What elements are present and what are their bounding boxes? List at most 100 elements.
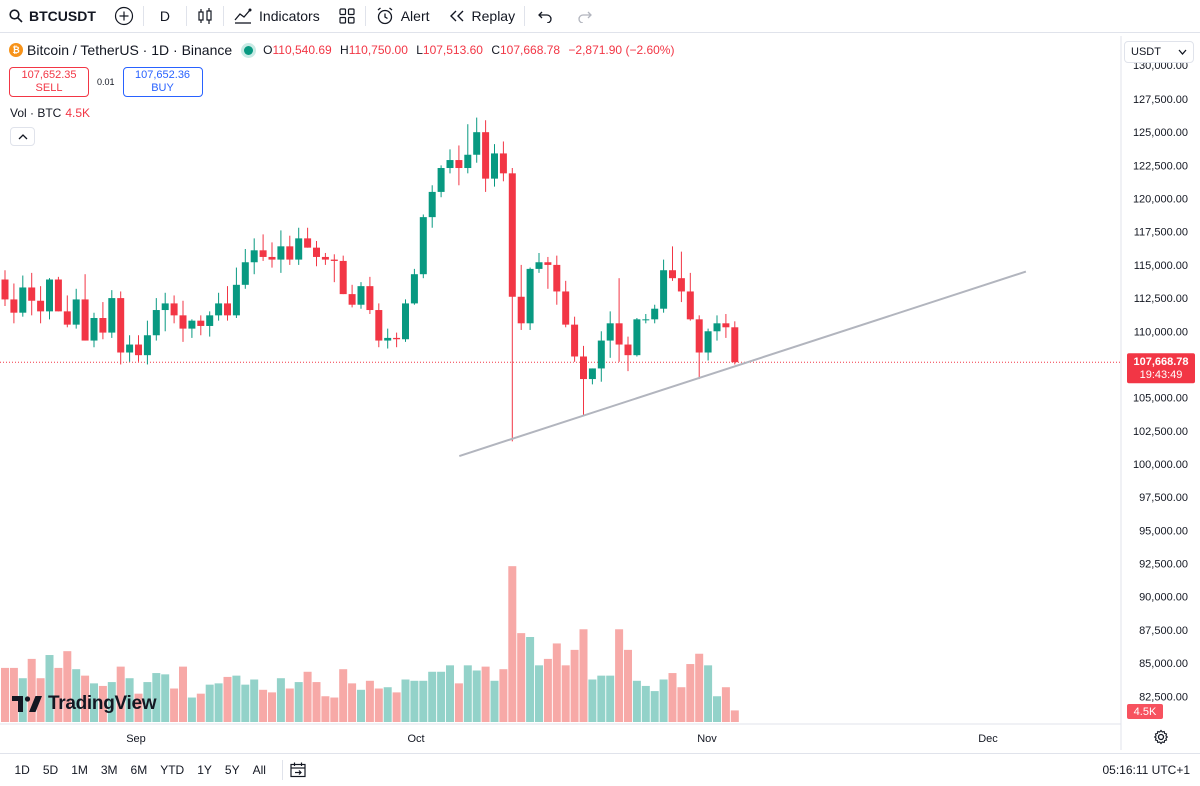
candle-body	[339, 260, 347, 295]
chart-settings-button[interactable]	[1153, 729, 1169, 750]
volume-bar	[321, 696, 330, 722]
range-5d[interactable]: 5D	[42, 763, 59, 777]
tradingview-logo[interactable]: TradingView	[12, 693, 157, 715]
buy-label: BUY	[151, 82, 174, 94]
volume-bar	[615, 629, 624, 722]
volume-bar	[686, 664, 695, 722]
close-key: C	[491, 43, 500, 57]
candle-body	[170, 303, 178, 316]
candle-body	[508, 173, 516, 297]
volume-bar	[205, 684, 214, 722]
volume-bar	[392, 692, 401, 722]
volume-bar	[659, 679, 668, 722]
candle-body	[304, 238, 312, 248]
volume-bar	[312, 682, 321, 722]
candle-body	[206, 315, 214, 326]
candle-body	[384, 337, 392, 341]
range-selector: 1D 5D 1M 3M 6M YTD 1Y 5Y All	[0, 763, 272, 777]
market-open-icon	[244, 45, 254, 55]
range-1d[interactable]: 1D	[14, 763, 30, 777]
volume-legend: Vol · BTC 4.5K	[10, 106, 90, 120]
candle-body	[152, 310, 160, 336]
price-chart[interactable]: 127,500.00 125,000.00 122,500.00 120,000.00…	[0, 36, 1200, 750]
volume-bar	[90, 683, 98, 722]
bitcoin-logo-icon: ₿	[9, 43, 23, 57]
range-all[interactable]: All	[252, 763, 266, 777]
range-5y[interactable]: 5Y	[224, 763, 240, 777]
chart-type-button[interactable]	[187, 0, 223, 33]
volume-bar	[330, 697, 339, 722]
legend-title[interactable]: Bitcoin / TetherUS · 1D · Binance	[27, 42, 233, 58]
candle-body	[348, 294, 356, 305]
volume-bar	[454, 683, 463, 722]
collapse-legend-button[interactable]	[10, 127, 35, 146]
volume-bar	[268, 692, 276, 722]
candle-body	[277, 246, 285, 260]
sell-price: 107,652.35	[21, 69, 77, 81]
candle-body	[143, 335, 151, 356]
volume-bar	[81, 675, 90, 722]
candle-body	[268, 256, 276, 260]
clock-timezone[interactable]: 05:16:11 UTC+1	[1102, 763, 1191, 777]
volume-bar	[348, 683, 357, 722]
candle-body	[606, 323, 614, 341]
open-value: 110,540.69	[272, 43, 332, 57]
candle-body	[37, 300, 45, 312]
interval-button[interactable]: D	[144, 0, 186, 33]
calendar-icon	[290, 762, 307, 778]
low-key: L	[416, 43, 423, 57]
candle-body	[393, 337, 401, 340]
layouts-button[interactable]	[329, 0, 365, 33]
range-6m[interactable]: 6M	[130, 763, 148, 777]
candle-body	[295, 238, 303, 260]
volume-bar	[650, 691, 659, 722]
volume-bar	[98, 685, 107, 722]
candle-body	[410, 274, 418, 304]
candle-body	[455, 160, 463, 169]
trade-panel: 107,652.35 SELL 0.01 107,652.36 BUY	[9, 67, 203, 97]
candle-body	[10, 299, 18, 313]
candle-body	[46, 279, 53, 312]
replay-button[interactable]: Replay	[439, 0, 525, 33]
y-tick-label: 100,000.00	[1133, 459, 1188, 471]
y-tick-label: 92,500.00	[1139, 559, 1188, 571]
range-3m[interactable]: 3M	[100, 763, 118, 777]
volume-bar	[410, 680, 419, 722]
volume-bar	[632, 680, 641, 722]
undo-icon	[538, 11, 552, 23]
currency-label: USDT	[1131, 46, 1161, 58]
last-volume-badge	[1127, 704, 1163, 719]
volume-label: Vol · BTC	[10, 106, 62, 120]
candle-body	[232, 284, 240, 316]
alert-button[interactable]: Alert	[366, 0, 439, 33]
low-value: 107,513.60	[422, 43, 483, 57]
volume-bar	[606, 675, 615, 722]
candle-body	[669, 270, 676, 279]
volume-bar	[499, 669, 508, 722]
symbol-search[interactable]: BTCUSDT	[0, 0, 105, 33]
ohlc-values: O110,540.69 H110,750.00 L107,513.60 C107…	[263, 43, 679, 57]
candle-body	[54, 279, 62, 312]
candle-body	[259, 250, 267, 257]
indicators-button[interactable]: Indicators	[224, 0, 329, 33]
volume-bar	[294, 682, 303, 722]
compare-symbol-button[interactable]	[105, 0, 143, 33]
buy-button[interactable]: 107,652.36 BUY	[122, 67, 203, 97]
volume-bar	[357, 689, 365, 722]
redo-button[interactable]	[565, 0, 605, 33]
range-1m[interactable]: 1M	[71, 763, 88, 777]
candle-body	[215, 303, 223, 316]
range-1y[interactable]: 1Y	[197, 763, 212, 777]
chart-area[interactable]: 127,500.00 125,000.00 122,500.00 120,000.00…	[0, 36, 1200, 750]
range-ytd[interactable]: YTD	[160, 763, 185, 777]
sell-button[interactable]: 107,652.35 SELL	[9, 67, 89, 97]
date-range-button[interactable]	[289, 761, 307, 779]
candle-body	[437, 168, 445, 192]
volume-bar	[241, 684, 250, 722]
currency-select[interactable]: USDT	[1124, 41, 1194, 63]
candle-body	[419, 217, 427, 275]
undo-button[interactable]	[525, 0, 565, 33]
replay-label: Replay	[471, 8, 516, 24]
alert-label: Alert	[400, 8, 430, 24]
candle-body	[544, 262, 552, 265]
